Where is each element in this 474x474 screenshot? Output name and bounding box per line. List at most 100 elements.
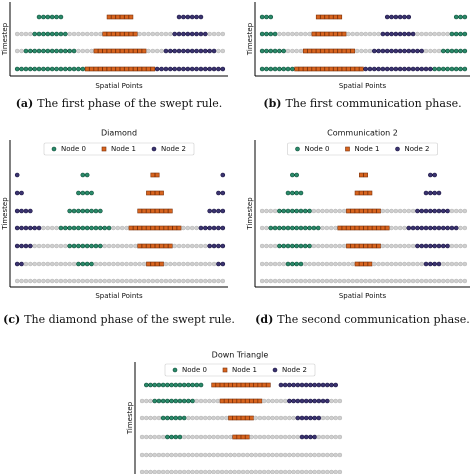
idle-point [207, 434, 212, 440]
idle-point [402, 208, 407, 214]
idle-point [393, 261, 399, 267]
idle-point [80, 278, 86, 284]
idle-point [389, 278, 394, 284]
idle-point [67, 278, 72, 284]
idle-point [453, 208, 459, 214]
idle-point [257, 434, 263, 440]
idle-point [185, 243, 191, 249]
idle-point [71, 31, 77, 37]
node-marker [165, 398, 170, 404]
node-marker [101, 146, 107, 152]
node-marker [303, 382, 309, 388]
idle-point [291, 452, 296, 458]
idle-point [315, 278, 321, 284]
idle-point [152, 434, 157, 440]
idle-point [261, 434, 267, 440]
idle-point [240, 452, 246, 458]
node-marker [67, 66, 72, 72]
idle-point [207, 415, 212, 421]
node-marker [410, 66, 416, 72]
node-marker [315, 48, 321, 54]
idle-point [211, 434, 216, 440]
idle-point [194, 278, 199, 284]
node-marker [432, 172, 437, 178]
idle-point [185, 261, 191, 267]
idle-point [133, 261, 138, 267]
idle-point [236, 469, 242, 474]
idle-point [219, 415, 225, 421]
node-marker [146, 225, 151, 231]
node-marker [148, 382, 153, 388]
node-marker [146, 66, 151, 72]
idle-point [458, 261, 463, 267]
idle-point [102, 278, 107, 284]
idle-point [144, 398, 149, 404]
node-marker [71, 66, 77, 72]
idle-point [224, 415, 229, 421]
node-marker [159, 66, 164, 72]
node-marker [285, 66, 291, 72]
node-marker [211, 48, 217, 54]
node-marker [111, 48, 116, 54]
node-marker [194, 14, 199, 20]
idle-point [202, 434, 208, 440]
node-marker [150, 243, 156, 249]
node-marker [367, 261, 373, 267]
node-marker [89, 261, 94, 267]
idle-point [363, 278, 368, 284]
idle-point [320, 452, 326, 458]
node-marker [363, 190, 368, 196]
idle-point [194, 415, 200, 421]
idle-point [278, 452, 284, 458]
node-marker [350, 208, 356, 214]
idle-point [307, 261, 312, 267]
idle-point [245, 469, 250, 474]
node-marker [272, 66, 278, 72]
node-marker [337, 66, 343, 72]
node-marker [302, 66, 308, 72]
idle-point [54, 261, 59, 267]
node-marker [458, 14, 463, 20]
idle-point [49, 278, 55, 284]
idle-point [181, 225, 186, 231]
idle-point [177, 452, 183, 458]
node-marker [49, 48, 55, 54]
idle-point [28, 278, 33, 284]
idle-point [67, 31, 72, 37]
idle-point [270, 469, 275, 474]
legend-label: Node 0 [182, 366, 207, 374]
node-marker [281, 225, 287, 231]
idle-point [290, 31, 295, 37]
idle-point [290, 48, 295, 54]
idle-point [185, 278, 191, 284]
node-marker [333, 14, 338, 20]
node-marker [453, 14, 459, 20]
node-marker [281, 243, 287, 249]
idle-point [281, 31, 286, 37]
node-marker [58, 14, 64, 20]
idle-point [311, 278, 317, 284]
node-marker [198, 31, 204, 37]
idle-point [303, 261, 308, 267]
node-marker [106, 31, 112, 37]
node-marker [428, 243, 433, 249]
node-marker [67, 243, 72, 249]
idle-point [274, 398, 280, 404]
node-marker [384, 48, 390, 54]
node-marker [177, 382, 183, 388]
idle-point [324, 225, 330, 231]
node-marker [28, 48, 33, 54]
node-marker [449, 31, 455, 37]
idle-point [41, 225, 46, 231]
node-marker [423, 243, 429, 249]
node-marker [150, 225, 156, 231]
idle-point [189, 261, 195, 267]
idle-point [36, 278, 42, 284]
node-marker [311, 66, 317, 72]
node-marker [216, 261, 221, 267]
node-marker [36, 225, 42, 231]
idle-point [282, 415, 288, 421]
idle-point [80, 31, 86, 37]
node-marker [294, 243, 299, 249]
node-marker [41, 31, 46, 37]
